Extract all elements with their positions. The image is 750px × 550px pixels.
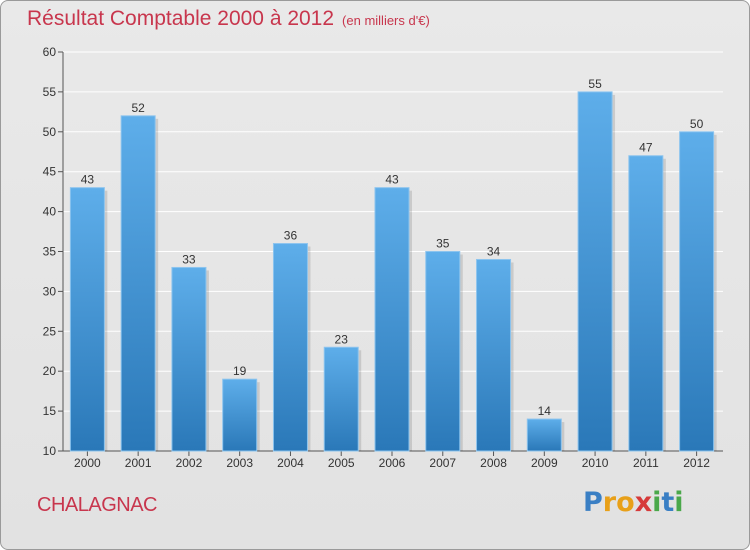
commune-name: CHALAGNAC xyxy=(37,494,157,516)
logo-letter: i xyxy=(674,487,684,518)
data-label-2006: 43 xyxy=(385,173,399,187)
data-label-2000: 43 xyxy=(81,173,95,187)
logo-letter: i xyxy=(652,487,662,518)
y-tick-label: 35 xyxy=(43,245,57,259)
bar-2004 xyxy=(272,243,308,452)
data-label-2009: 14 xyxy=(538,404,552,418)
x-tick-label-2007: 2007 xyxy=(429,456,456,470)
bar-2006 xyxy=(374,187,410,452)
bar-2005 xyxy=(323,346,359,452)
chart-title-text: Résultat Comptable 2000 à 2012 xyxy=(27,7,335,30)
data-label-2004: 36 xyxy=(284,229,298,243)
x-tick-label-2008: 2008 xyxy=(480,456,507,470)
x-tick-label-2009: 2009 xyxy=(531,456,558,470)
x-tick-label-2005: 2005 xyxy=(328,456,355,470)
x-tick-label-2010: 2010 xyxy=(582,456,609,470)
logo-letter: t xyxy=(661,487,675,518)
y-tick-label: 30 xyxy=(43,284,57,298)
bar-2008 xyxy=(476,258,512,452)
y-tick-label: 45 xyxy=(43,165,57,179)
logo-letter: o xyxy=(616,487,635,518)
data-label-2008: 34 xyxy=(487,244,501,258)
bars xyxy=(69,91,717,452)
labels: 10 15 20 25 30 35 40 45 50 55 60 43 2000 52 2001 33 2002… xyxy=(43,45,711,470)
logo-letter: r xyxy=(602,487,617,518)
x-tick-label-2000: 2000 xyxy=(74,456,101,470)
x-tick-label-2011: 2011 xyxy=(633,456,659,470)
data-label-2002: 33 xyxy=(182,252,196,266)
data-label-2003: 19 xyxy=(233,364,247,378)
bar-2002 xyxy=(171,266,207,452)
bar-2009 xyxy=(526,418,562,452)
y-tick-label: 50 xyxy=(43,125,57,139)
bar-2012 xyxy=(679,131,715,452)
bar-2007 xyxy=(425,251,461,452)
x-tick-label-2001: 2001 xyxy=(125,456,152,470)
bar-2000 xyxy=(69,187,105,452)
x-tick-label-2004: 2004 xyxy=(277,456,304,470)
data-label-2011: 47 xyxy=(639,141,653,155)
bar-2010 xyxy=(577,91,613,452)
y-tick-label: 60 xyxy=(43,45,57,59)
bar-2011 xyxy=(628,155,664,452)
proxiti-logo: Proxiti xyxy=(583,487,684,518)
y-tick-label: 25 xyxy=(43,324,57,338)
x-tick-label-2006: 2006 xyxy=(379,456,406,470)
data-label-2001: 52 xyxy=(131,101,145,115)
y-tick-label: 10 xyxy=(43,444,57,458)
chart-subtitle: (en milliers d'€) xyxy=(342,13,430,28)
logo-letter: P xyxy=(583,487,603,518)
x-tick-label-2002: 2002 xyxy=(176,456,203,470)
chart-title: Résultat Comptable 2000 à 2012 (en millie… xyxy=(27,7,430,31)
x-tick-label-2003: 2003 xyxy=(226,456,253,470)
data-label-2012: 50 xyxy=(690,117,704,131)
bar-2003 xyxy=(222,378,258,452)
data-label-2010: 55 xyxy=(588,77,602,91)
x-tick-label-2012: 2012 xyxy=(683,456,710,470)
data-label-2007: 35 xyxy=(436,237,450,251)
data-label-2005: 23 xyxy=(335,332,349,346)
y-tick-label: 55 xyxy=(43,85,57,99)
y-tick-label: 40 xyxy=(43,205,57,219)
logo-letter: x xyxy=(634,487,653,518)
y-tick-label: 15 xyxy=(43,404,57,418)
y-tick-label: 20 xyxy=(43,364,57,378)
bar-2001 xyxy=(120,115,156,452)
